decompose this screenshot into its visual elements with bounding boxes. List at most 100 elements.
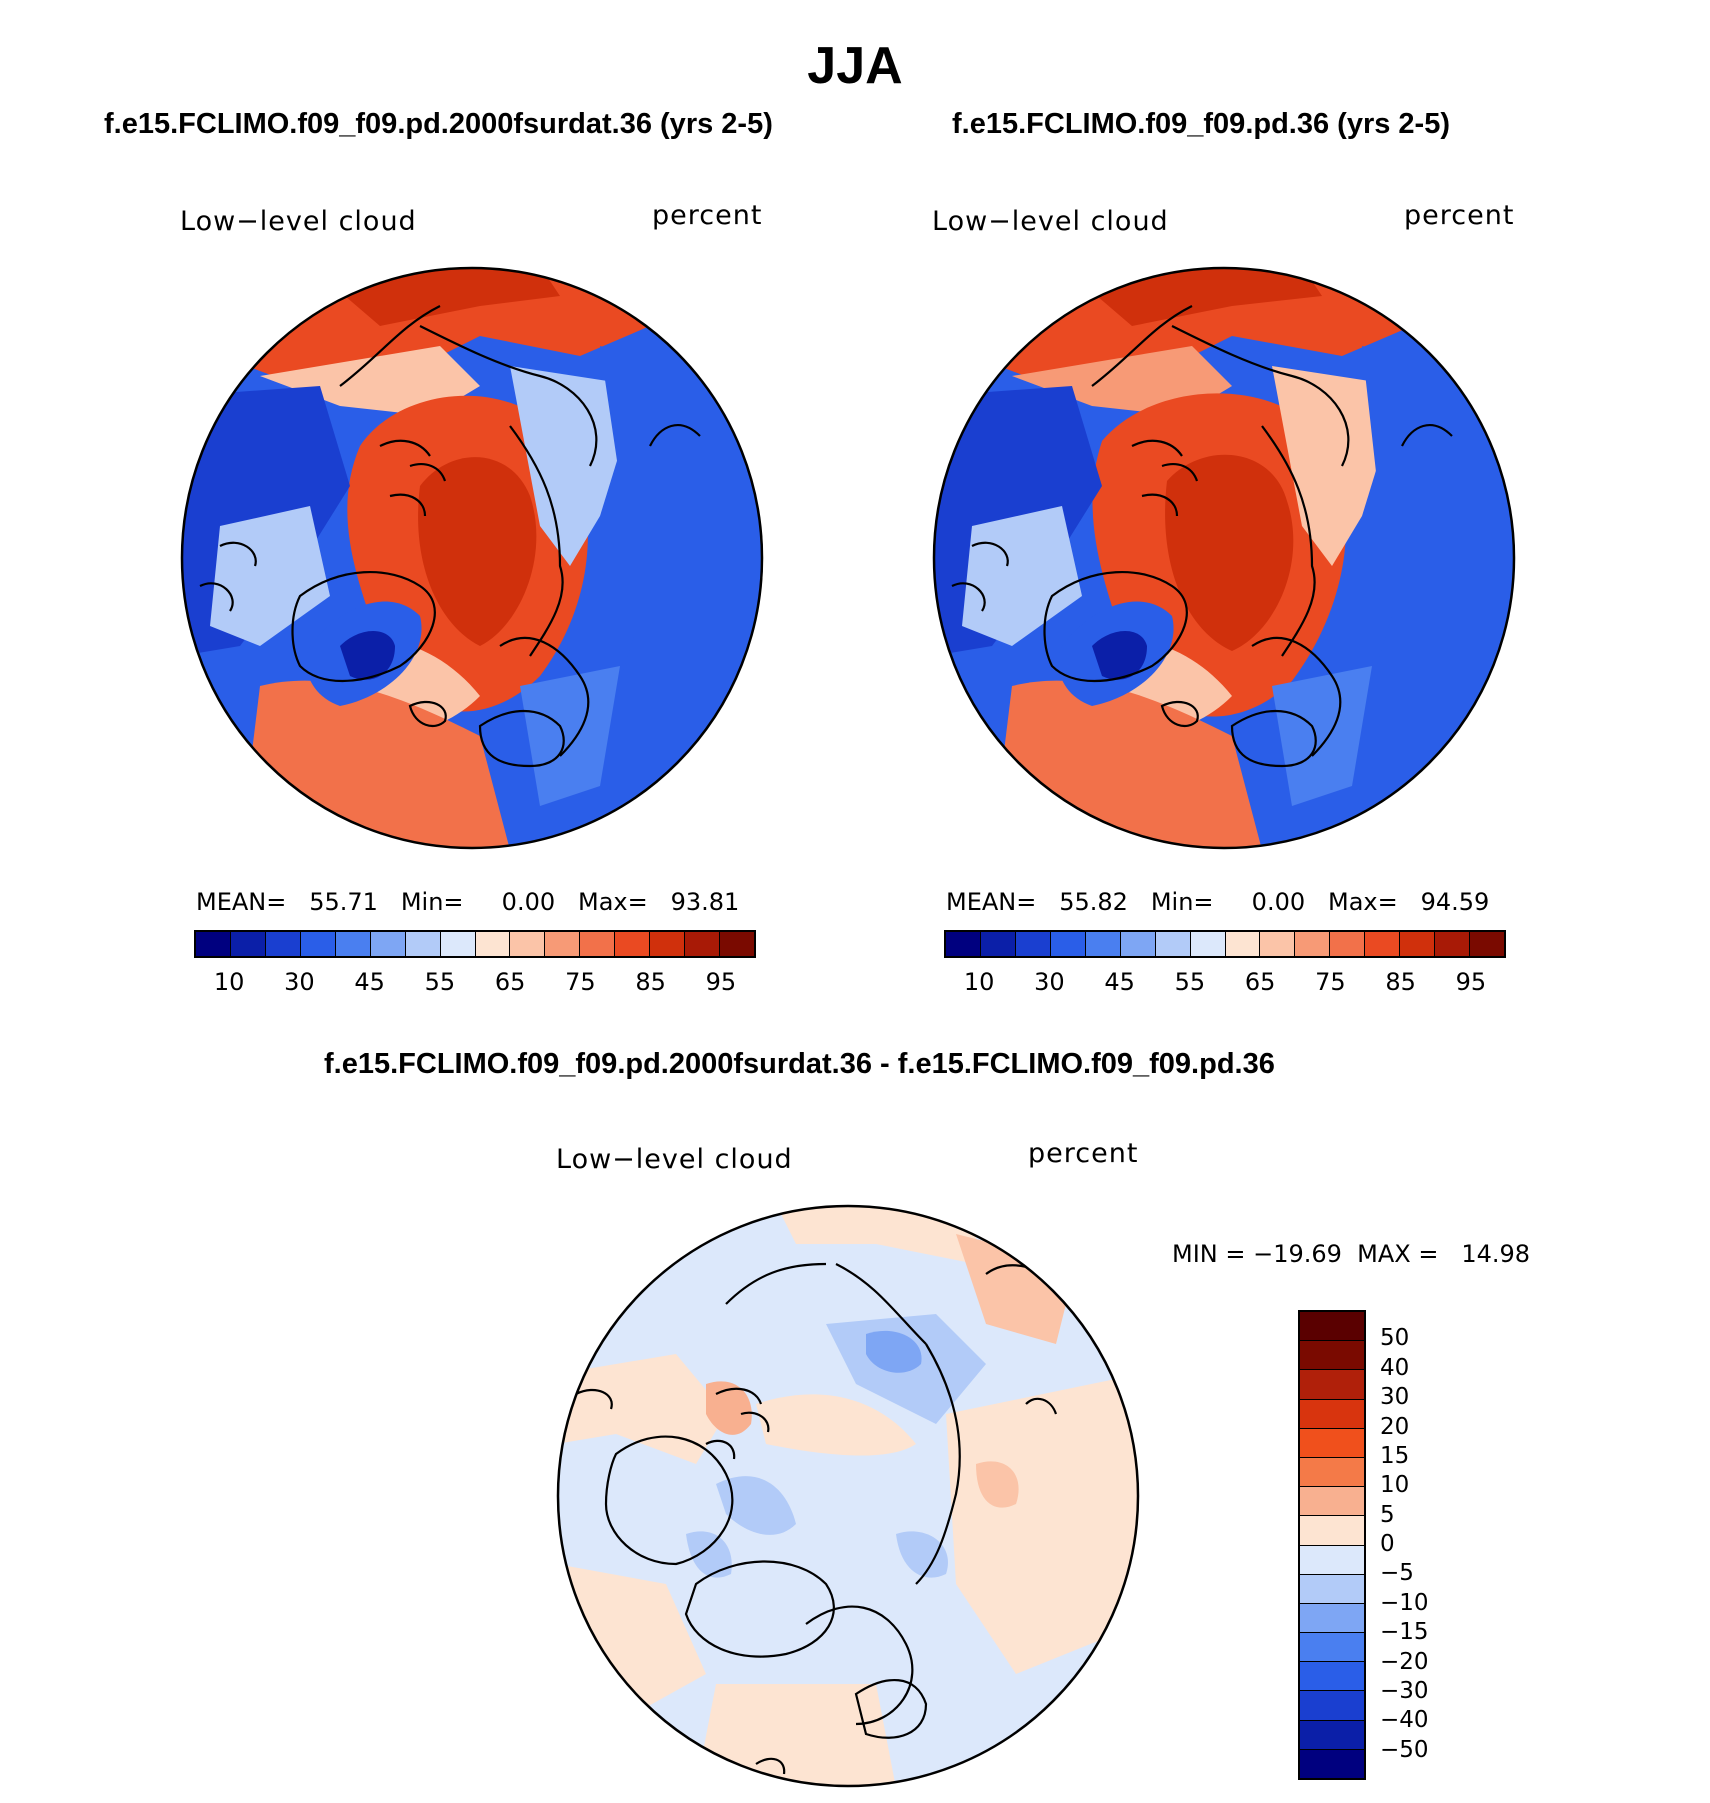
colorbar-tick-label: 30 xyxy=(1034,968,1065,996)
panel1-colorbar-ticks: 10 30 45 55 65 75 85 95 xyxy=(194,968,756,1002)
colorbar-swatch xyxy=(1015,932,1051,956)
colorbar-swatch xyxy=(685,932,721,956)
colorbar-swatch xyxy=(1300,1691,1364,1721)
colorbar-swatch xyxy=(1300,1312,1364,1342)
difference-title: f.e15.FCLIMO.f09_f09.pd.2000fsurdat.36 -… xyxy=(324,1048,1275,1080)
colorbar-swatch xyxy=(1435,932,1471,956)
colorbar-tick-label: −30 xyxy=(1380,1677,1429,1704)
colorbar-tick-label: 10 xyxy=(1380,1472,1410,1499)
colorbar-swatch xyxy=(1260,932,1296,956)
colorbar-swatch xyxy=(1300,1341,1364,1371)
colorbar-swatch xyxy=(475,932,511,956)
colorbar-swatch xyxy=(1365,932,1401,956)
colorbar-swatch xyxy=(1295,932,1331,956)
colorbar-swatch xyxy=(335,932,371,956)
panel2-polar-map xyxy=(932,266,1516,850)
difference-colorbar xyxy=(1298,1310,1366,1780)
colorbar-tick-label: 85 xyxy=(635,968,666,996)
panel1-colorbar xyxy=(194,930,756,958)
panel2-stats: MEAN= 55.82 Min= 0.00 Max= 94.59 xyxy=(946,888,1490,916)
colorbar-swatch xyxy=(1300,1457,1364,1488)
colorbar-swatch xyxy=(1300,1516,1364,1546)
colorbar-swatch xyxy=(230,932,266,956)
colorbar-swatch xyxy=(1300,1370,1364,1400)
colorbar-swatch xyxy=(720,932,754,956)
colorbar-swatch xyxy=(196,932,231,956)
colorbar-swatch xyxy=(1300,1399,1364,1429)
panel2-units-label: percent xyxy=(1404,200,1515,231)
colorbar-tick-label: −10 xyxy=(1380,1589,1429,1616)
colorbar-tick-label: 95 xyxy=(1455,968,1487,996)
case1-title: f.e15.FCLIMO.f09_f09.pd.2000fsurdat.36 (… xyxy=(104,108,773,140)
colorbar-tick-label: 30 xyxy=(284,968,315,996)
panel1-stats: MEAN= 55.71 Min= 0.00 Max= 93.81 xyxy=(196,888,740,916)
panel3-variable-label: Low−level cloud xyxy=(556,1144,793,1175)
panel1-polar-map xyxy=(180,266,764,850)
colorbar-swatch xyxy=(980,932,1016,956)
panel1-variable-label: Low−level cloud xyxy=(180,206,417,237)
colorbar-tick-label: 55 xyxy=(1174,968,1206,996)
colorbar-tick-label: 45 xyxy=(1104,968,1135,996)
colorbar-swatch xyxy=(650,932,686,956)
colorbar-swatch xyxy=(1300,1428,1364,1458)
colorbar-tick-label: −15 xyxy=(1380,1619,1429,1646)
colorbar-swatch xyxy=(1300,1749,1364,1778)
colorbar-tick-label: 0 xyxy=(1380,1531,1395,1557)
colorbar-swatch xyxy=(1085,932,1121,956)
panel3-stats: MIN = −19.69 MAX = 14.98 xyxy=(1172,1240,1531,1268)
colorbar-swatch xyxy=(545,932,581,956)
colorbar-tick-label: 75 xyxy=(565,968,596,996)
difference-colorbar-ticks: 50 40 30 20 15 10 5 0 −5 −10 −15 −20 −30 −40 −50 xyxy=(1380,1310,1480,1780)
colorbar-tick-label: −50 xyxy=(1380,1736,1429,1763)
colorbar-swatch xyxy=(300,932,336,956)
colorbar-tick-label: 20 xyxy=(1380,1413,1410,1440)
colorbar-swatch xyxy=(1470,932,1504,956)
colorbar-swatch xyxy=(1300,1662,1364,1692)
colorbar-tick-label: 50 xyxy=(1380,1325,1410,1352)
colorbar-swatch xyxy=(946,932,981,956)
colorbar-swatch xyxy=(1300,1603,1364,1634)
colorbar-tick-label: 10 xyxy=(963,968,995,996)
panel1-units-label: percent xyxy=(652,200,763,231)
case2-title: f.e15.FCLIMO.f09_f09.pd.36 (yrs 2-5) xyxy=(952,108,1450,140)
colorbar-tick-label: 45 xyxy=(354,968,385,996)
colorbar-tick-label: 40 xyxy=(1380,1354,1410,1381)
colorbar-tick-label: 95 xyxy=(705,968,737,996)
colorbar-swatch xyxy=(1225,932,1261,956)
panel3-units-label: percent xyxy=(1028,1138,1139,1169)
colorbar-swatch xyxy=(1155,932,1191,956)
colorbar-swatch xyxy=(1190,932,1226,956)
panel2-colorbar-ticks: 10 30 45 55 65 75 85 95 xyxy=(944,968,1506,1002)
colorbar-tick-label: 65 xyxy=(1244,968,1276,996)
figure-title: JJA xyxy=(807,37,903,95)
colorbar-swatch xyxy=(1050,932,1086,956)
colorbar-swatch xyxy=(1300,1545,1364,1575)
colorbar-swatch xyxy=(615,932,651,956)
panel2-variable-label: Low−level cloud xyxy=(932,206,1169,237)
colorbar-tick-label: 15 xyxy=(1380,1442,1410,1469)
colorbar-tick-label: −40 xyxy=(1380,1707,1429,1734)
colorbar-tick-label: 75 xyxy=(1315,968,1346,996)
panel3-difference-map xyxy=(556,1204,1140,1788)
panel2-colorbar xyxy=(944,930,1506,958)
colorbar-swatch xyxy=(1330,932,1366,956)
colorbar-tick-label: 5 xyxy=(1380,1501,1395,1528)
colorbar-tick-label: 65 xyxy=(494,968,526,996)
colorbar-swatch xyxy=(370,932,406,956)
colorbar-swatch xyxy=(580,932,616,956)
colorbar-swatch xyxy=(265,932,301,956)
colorbar-swatch xyxy=(1400,932,1436,956)
colorbar-swatch xyxy=(510,932,546,956)
colorbar-tick-label: 55 xyxy=(424,968,456,996)
colorbar-swatch xyxy=(1120,932,1156,956)
colorbar-swatch xyxy=(1300,1633,1364,1663)
colorbar-tick-label: −20 xyxy=(1380,1648,1429,1675)
colorbar-tick-label: 10 xyxy=(213,968,245,996)
colorbar-swatch xyxy=(405,932,441,956)
colorbar-swatch xyxy=(1300,1487,1364,1517)
colorbar-tick-label: 30 xyxy=(1380,1384,1410,1411)
colorbar-tick-label: 85 xyxy=(1385,968,1416,996)
colorbar-swatch xyxy=(1300,1574,1364,1604)
colorbar-tick-label: −5 xyxy=(1380,1560,1414,1587)
colorbar-swatch xyxy=(1300,1720,1364,1750)
